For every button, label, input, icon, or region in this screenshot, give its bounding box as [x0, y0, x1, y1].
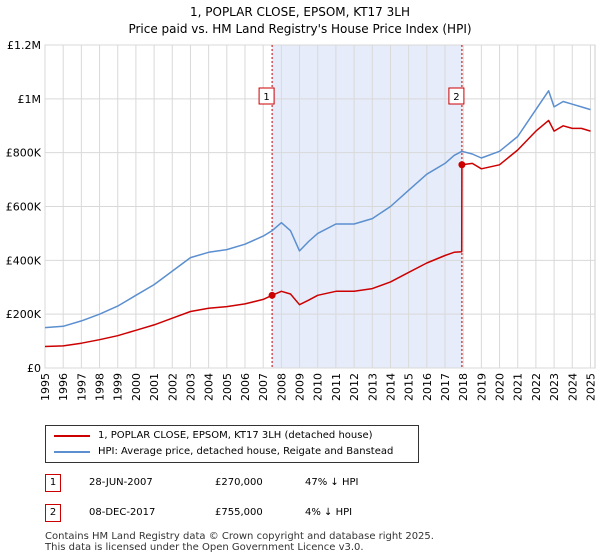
x-tick-label: 2006 — [239, 373, 252, 401]
x-tick-label: 2004 — [203, 373, 216, 401]
x-tick-label: 2005 — [221, 373, 234, 401]
x-tick-label: 1999 — [112, 373, 125, 401]
transaction-marker: 2 — [45, 504, 61, 522]
x-tick-label: 2009 — [294, 373, 307, 401]
x-tick-label: 2008 — [275, 373, 288, 401]
x-tick-label: 2011 — [330, 373, 343, 401]
x-tick-label: 2021 — [512, 373, 525, 401]
price-chart: £0 £200K £400K £600K £800K £1M £1.2M 1995 1996 19… — [6, 39, 598, 401]
series-line-hpi — [44, 90, 591, 329]
x-tick-label: 2020 — [494, 373, 507, 401]
sale-point — [458, 161, 466, 169]
x-tick-label: 2001 — [148, 373, 161, 401]
legend-swatch-hpi — [54, 451, 90, 453]
footer-license: This data is licensed under the Open Gov… — [45, 542, 364, 553]
x-tick-label: 2014 — [384, 373, 397, 401]
x-tick-label: 2018 — [457, 373, 470, 401]
x-tick-label: 2025 — [584, 373, 597, 401]
transaction-hpi: 47% ↓ HPI — [305, 477, 359, 488]
sale-marker-label: 1 — [263, 92, 269, 103]
transaction-date: 08-DEC-2017 — [89, 507, 156, 518]
x-tick-label: 2010 — [312, 373, 325, 401]
x-tick-label: 2000 — [130, 373, 143, 401]
x-tick-label: 2003 — [184, 373, 197, 401]
chart-title-block: 1, POPLAR CLOSE, EPSOM, KT17 3LH Price p… — [0, 4, 600, 38]
legend-swatch-property — [54, 435, 90, 437]
x-tick-label: 1995 — [39, 373, 52, 401]
x-tick-label: 2002 — [166, 373, 179, 401]
chart-title: 1, POPLAR CLOSE, EPSOM, KT17 3LH — [190, 5, 410, 19]
series-line-property — [44, 119, 591, 348]
y-tick-label: £0 — [27, 362, 41, 375]
transaction-price: £270,000 — [215, 477, 263, 488]
x-tick-label: 2007 — [257, 373, 270, 401]
x-tick-label: 2023 — [548, 373, 561, 401]
legend-label-hpi: HPI: Average price, detached house, Reig… — [98, 446, 394, 457]
x-tick-label: 2016 — [421, 373, 434, 401]
x-tick-label: 2019 — [475, 373, 488, 401]
x-tick-label: 2017 — [439, 373, 452, 401]
footer: Contains HM Land Registry data © Crown c… — [45, 531, 434, 553]
transaction-marker: 1 — [45, 474, 61, 492]
x-tick-label: 1997 — [75, 373, 88, 401]
y-tick-label: £1.2M — [7, 39, 41, 52]
chart-subtitle: Price paid vs. HM Land Registry's House … — [128, 22, 472, 36]
sale-marker-label: 2 — [453, 92, 459, 103]
x-tick-label: 2024 — [566, 373, 579, 401]
y-tick-label: £400K — [6, 254, 42, 267]
x-tick-label: 2013 — [366, 373, 379, 401]
sale-marker-box — [258, 87, 275, 105]
x-tick-label: 1998 — [94, 373, 107, 401]
y-tick-label: £600K — [6, 201, 42, 214]
transaction-price: £755,000 — [215, 507, 263, 518]
legend-label-property: 1, POPLAR CLOSE, EPSOM, KT17 3LH (detach… — [98, 430, 373, 441]
transaction-date: 28-JUN-2007 — [89, 477, 153, 488]
x-tick-label: 2015 — [403, 373, 416, 401]
transaction-hpi: 4% ↓ HPI — [305, 507, 353, 518]
legend: 1, POPLAR CLOSE, EPSOM, KT17 3LH (detach… — [45, 425, 419, 463]
footer-copyright: Contains HM Land Registry data © Crown c… — [45, 531, 434, 542]
x-tick-label: 2012 — [348, 373, 361, 401]
y-tick-label: £1M — [18, 93, 42, 106]
x-tick-label: 2022 — [530, 373, 543, 401]
sale-marker-box — [448, 87, 465, 105]
sale-point — [268, 291, 276, 299]
y-tick-label: £200K — [6, 308, 42, 321]
x-tick-label: 1996 — [57, 373, 70, 401]
y-tick-label: £800K — [6, 147, 42, 160]
